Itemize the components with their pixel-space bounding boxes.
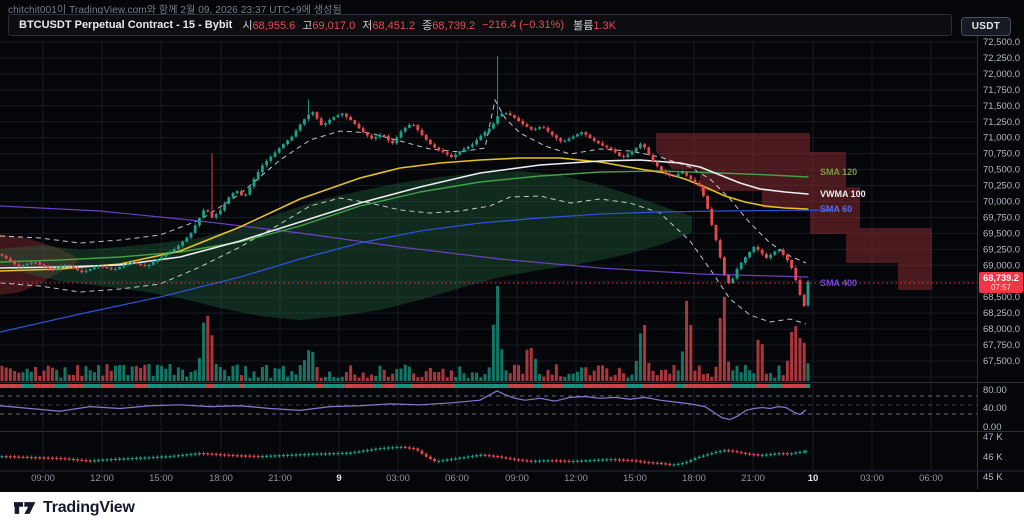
svg-text:68,000.0: 68,000.0 xyxy=(983,324,1020,335)
svg-text:70,750.0: 70,750.0 xyxy=(983,149,1020,160)
svg-text:40.00: 40.00 xyxy=(983,403,1007,414)
svg-text:07:57: 07:57 xyxy=(991,283,1012,292)
tradingview-brand-link[interactable]: TradingView xyxy=(14,498,135,518)
svg-text:69,250.0: 69,250.0 xyxy=(983,244,1020,255)
ohlc-low: 저68,451.2 xyxy=(362,20,416,32)
svg-text:03:00: 03:00 xyxy=(860,473,884,484)
svg-text:21:00: 21:00 xyxy=(741,473,765,484)
svg-text:03:00: 03:00 xyxy=(386,473,410,484)
currency-toggle-button[interactable]: USDT xyxy=(961,17,1011,36)
symbol-title[interactable]: BTCUSDT Perpetual Contract - 15 - Bybit xyxy=(19,19,233,31)
svg-text:67,750.0: 67,750.0 xyxy=(983,340,1020,351)
svg-text:80.00: 80.00 xyxy=(983,385,1007,396)
svg-text:72,250.0: 72,250.0 xyxy=(983,53,1020,64)
svg-text:SMA 120: SMA 120 xyxy=(820,167,857,177)
svg-text:47 K: 47 K xyxy=(983,432,1003,443)
attribution-text: chitchit001이 TradingView.com와 함께 2월 09, … xyxy=(8,5,342,16)
svg-text:9: 9 xyxy=(336,473,341,484)
ohlc-high: 고69,017.0 xyxy=(302,20,356,32)
svg-text:69,000.0: 69,000.0 xyxy=(983,260,1020,271)
svg-text:72,000.0: 72,000.0 xyxy=(983,69,1020,80)
svg-text:18:00: 18:00 xyxy=(209,473,233,484)
svg-text:0.00: 0.00 xyxy=(983,422,1002,433)
svg-text:06:00: 06:00 xyxy=(919,473,943,484)
svg-text:68,500.0: 68,500.0 xyxy=(983,292,1020,303)
svg-text:12:00: 12:00 xyxy=(564,473,588,484)
svg-text:68,739.2: 68,739.2 xyxy=(983,273,1019,283)
volume-field: 볼륨1.3K xyxy=(573,20,616,32)
svg-text:70,500.0: 70,500.0 xyxy=(983,165,1020,176)
svg-text:09:00: 09:00 xyxy=(31,473,55,484)
svg-text:10: 10 xyxy=(808,473,819,484)
change-value: −216.4 (−0.31%) xyxy=(482,19,565,31)
svg-text:09:00: 09:00 xyxy=(505,473,529,484)
svg-text:71,000.0: 71,000.0 xyxy=(983,133,1020,144)
footer-bar: TradingView xyxy=(0,492,1024,524)
svg-text:SMA 60: SMA 60 xyxy=(820,204,852,214)
svg-text:70,250.0: 70,250.0 xyxy=(983,181,1020,192)
svg-text:06:00: 06:00 xyxy=(445,473,469,484)
svg-text:21:00: 21:00 xyxy=(268,473,292,484)
svg-text:71,750.0: 71,750.0 xyxy=(983,85,1020,96)
svg-text:68,250.0: 68,250.0 xyxy=(983,308,1020,319)
svg-text:71,250.0: 71,250.0 xyxy=(983,117,1020,128)
svg-text:69,500.0: 69,500.0 xyxy=(983,228,1020,239)
svg-text:45 K: 45 K xyxy=(983,472,1003,483)
svg-text:12:00: 12:00 xyxy=(90,473,114,484)
svg-text:69,750.0: 69,750.0 xyxy=(983,212,1020,223)
svg-text:15:00: 15:00 xyxy=(149,473,173,484)
svg-text:70,000.0: 70,000.0 xyxy=(983,197,1020,208)
svg-text:72,500.0: 72,500.0 xyxy=(983,37,1020,48)
svg-text:46 K: 46 K xyxy=(983,452,1003,463)
ohlc-close: 종68,739.2 xyxy=(422,20,476,32)
svg-text:SMA 400: SMA 400 xyxy=(820,278,857,288)
svg-text:67,500.0: 67,500.0 xyxy=(983,356,1020,367)
svg-text:15:00: 15:00 xyxy=(623,473,647,484)
tradingview-logo-icon xyxy=(14,502,36,514)
svg-text:VWMA 100: VWMA 100 xyxy=(820,189,866,199)
svg-text:18:00: 18:00 xyxy=(682,473,706,484)
symbol-info-bar: BTCUSDT Perpetual Contract - 15 - Bybit … xyxy=(8,14,952,36)
brand-name: TradingView xyxy=(43,499,135,516)
svg-text:71,500.0: 71,500.0 xyxy=(983,101,1020,112)
ohlc-open: 시68,955.6 xyxy=(242,20,296,32)
